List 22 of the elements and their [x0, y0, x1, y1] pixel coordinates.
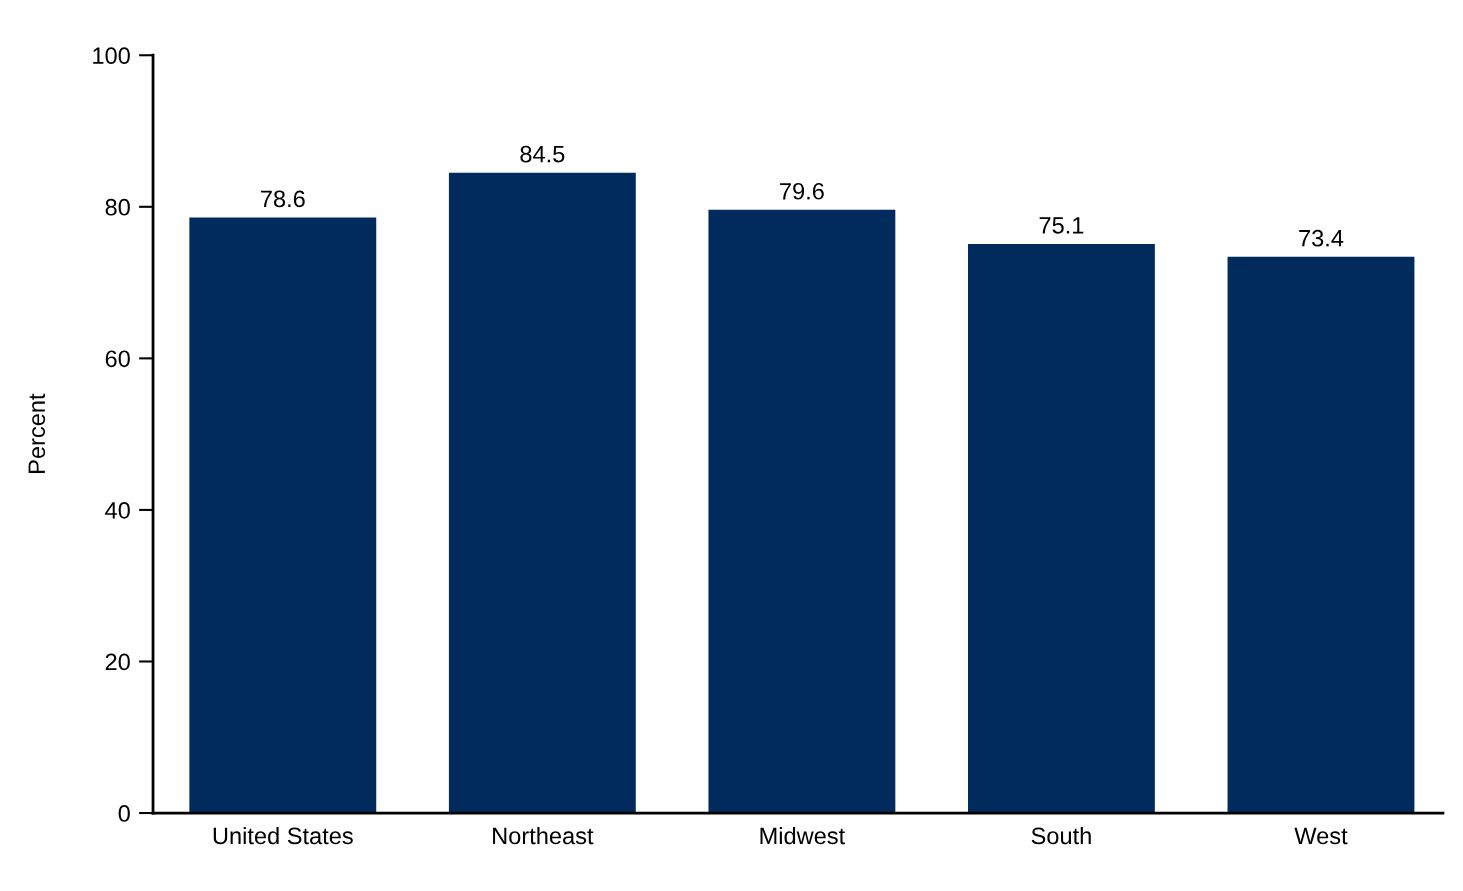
data-label: 78.6	[261, 190, 305, 208]
bar	[708, 209, 896, 814]
bar	[448, 172, 636, 814]
x-tick-label: Midwest	[760, 826, 846, 845]
bar	[1227, 256, 1415, 814]
y-tick-label: 0	[118, 805, 130, 822]
y-tick-label: 40	[105, 501, 130, 519]
data-label: 84.5	[520, 145, 565, 163]
y-axis-title: Percent	[28, 393, 46, 473]
x-tick-label: United States	[213, 826, 353, 845]
y-tick-label: 100	[93, 47, 130, 65]
y-tick-label: 80	[105, 198, 130, 216]
bar	[189, 217, 377, 814]
x-tick-label: Northeast	[493, 826, 594, 845]
y-tick-label: 60	[105, 350, 130, 368]
data-label: 79.6	[780, 182, 824, 200]
y-tick-label: 20	[105, 653, 130, 671]
data-label: 75.1	[1039, 217, 1084, 234]
data-label: 73.4	[1299, 229, 1344, 247]
x-tick-label: West	[1294, 827, 1348, 845]
bar	[967, 243, 1155, 814]
x-tick-label: South	[1031, 826, 1091, 845]
